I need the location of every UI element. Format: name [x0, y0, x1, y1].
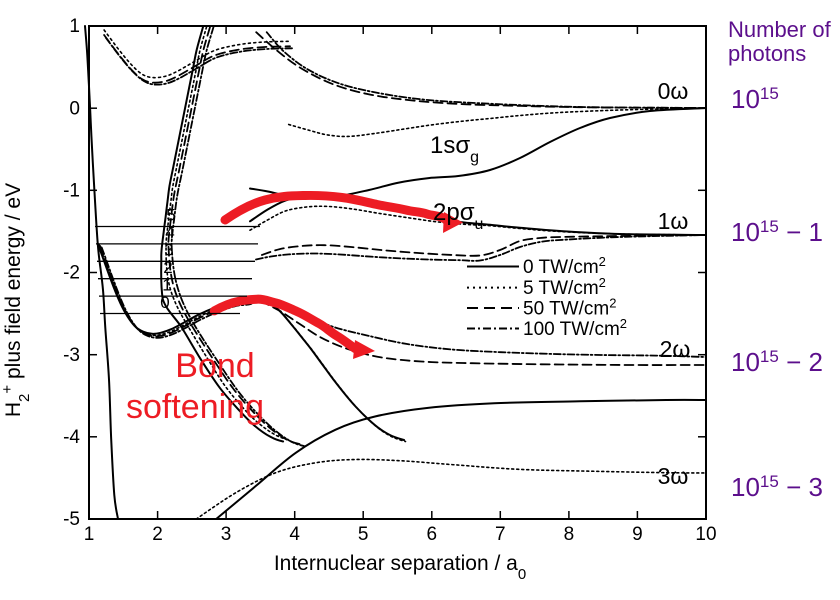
svg-text:H2+ plus field energy / eV: H2+ plus field energy / eV	[0, 183, 33, 417]
svg-text:2: 2	[163, 258, 172, 277]
svg-text:3: 3	[221, 524, 232, 545]
svg-text:2ω: 2ω	[660, 336, 691, 362]
svg-text:2pσu: 2pσu	[433, 199, 483, 233]
svg-text:photons: photons	[728, 41, 806, 66]
svg-text:-5: -5	[63, 509, 80, 530]
svg-text:3ω: 3ω	[658, 463, 689, 489]
svg-text:100 TW/cm2: 100 TW/cm2	[523, 316, 627, 341]
svg-text:1sσg: 1sσg	[430, 132, 479, 166]
svg-text:1015 − 1: 1015 − 1	[731, 217, 823, 248]
svg-text:5: 5	[166, 206, 175, 225]
svg-text:1015 − 3: 1015 − 3	[731, 472, 823, 503]
svg-text:softening: softening	[126, 388, 264, 426]
svg-text:Bond: Bond	[175, 347, 254, 385]
svg-text:2: 2	[152, 524, 163, 545]
svg-text:4: 4	[289, 524, 300, 545]
svg-text:9: 9	[632, 524, 643, 545]
svg-text:-1: -1	[63, 181, 80, 202]
svg-text:-2: -2	[63, 263, 80, 284]
svg-text:-4: -4	[63, 427, 80, 448]
svg-text:6: 6	[427, 524, 438, 545]
svg-text:1: 1	[162, 276, 171, 295]
svg-text:1: 1	[69, 16, 80, 37]
svg-text:0: 0	[69, 99, 80, 120]
svg-text:3: 3	[164, 241, 173, 260]
svg-text:4: 4	[165, 223, 174, 242]
svg-text:0ω: 0ω	[658, 78, 689, 104]
svg-text:10: 10	[695, 524, 716, 545]
svg-text:Number of: Number of	[728, 17, 832, 42]
svg-text:0: 0	[160, 293, 169, 312]
svg-text:8: 8	[564, 524, 575, 545]
svg-text:1015 − 2: 1015 − 2	[731, 347, 823, 378]
svg-text:1: 1	[84, 524, 95, 545]
svg-text:7: 7	[495, 524, 506, 545]
svg-text:-3: -3	[63, 345, 80, 366]
svg-text:5 TW/cm2: 5 TW/cm2	[523, 275, 606, 300]
svg-text:1015: 1015	[731, 84, 779, 115]
svg-text:1ω: 1ω	[658, 208, 689, 234]
svg-text:0 TW/cm2: 0 TW/cm2	[523, 254, 606, 279]
svg-text:50 TW/cm2: 50 TW/cm2	[523, 295, 616, 320]
svg-text:5: 5	[358, 524, 369, 545]
svg-text:Internuclear separation / a0: Internuclear separation / a0	[274, 552, 526, 583]
